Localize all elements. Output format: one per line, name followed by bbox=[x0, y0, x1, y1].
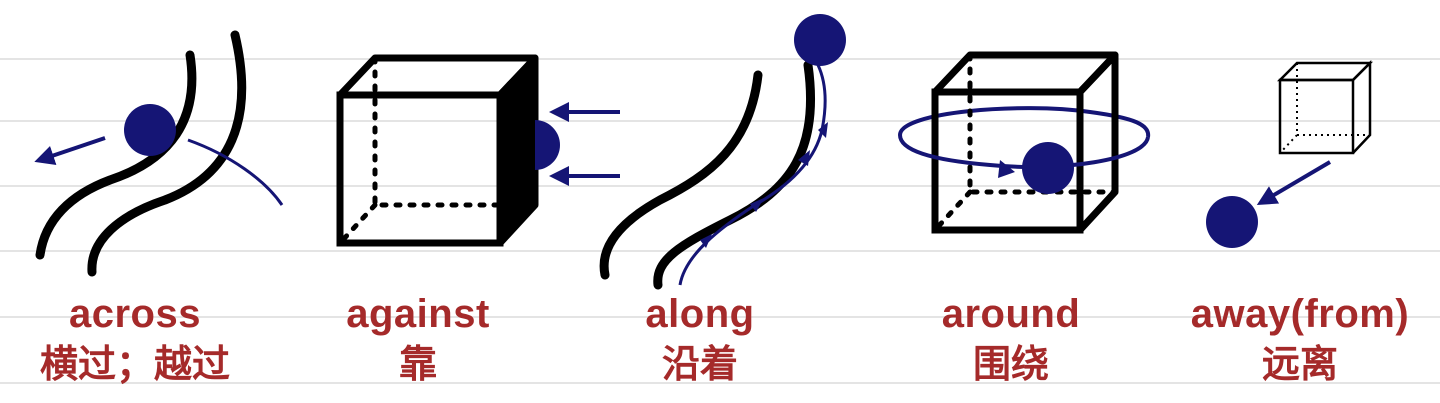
ruled-line bbox=[0, 316, 1440, 318]
gloss-label: 围绕 bbox=[972, 344, 1049, 386]
gloss-label: 横过；越过 bbox=[39, 344, 230, 386]
panel-along: along 沿着 bbox=[560, 290, 840, 388]
ball-crossing-road-icon bbox=[34, 30, 284, 277]
gloss-label: 靠 bbox=[398, 344, 437, 386]
panel-away-from: away(from) 远离 bbox=[1160, 290, 1440, 388]
ruled-line bbox=[0, 382, 1440, 384]
gloss-label: 远离 bbox=[1261, 344, 1338, 386]
term-label: along bbox=[645, 292, 755, 336]
term-label: across bbox=[69, 292, 201, 336]
term-label: against bbox=[346, 292, 490, 336]
ruled-line bbox=[0, 120, 1440, 122]
gloss-label: 沿着 bbox=[661, 344, 738, 386]
ball-moving-along-road-icon bbox=[599, 14, 846, 290]
term-label: around bbox=[941, 292, 1081, 336]
term-label: away(from) bbox=[1190, 292, 1410, 336]
ball-orbiting-cube-icon bbox=[898, 51, 1151, 234]
ruled-line bbox=[0, 250, 1440, 252]
ruled-line bbox=[0, 185, 1440, 187]
ball-pressed-against-cube-icon bbox=[336, 54, 620, 247]
panel-around: around 围绕 bbox=[871, 290, 1151, 388]
panel-across: across 横过；越过 bbox=[0, 290, 275, 388]
ruled-line bbox=[0, 58, 1440, 60]
ball-moving-away-from-cube-icon bbox=[1206, 59, 1374, 248]
panel-against: against 靠 bbox=[278, 290, 558, 388]
